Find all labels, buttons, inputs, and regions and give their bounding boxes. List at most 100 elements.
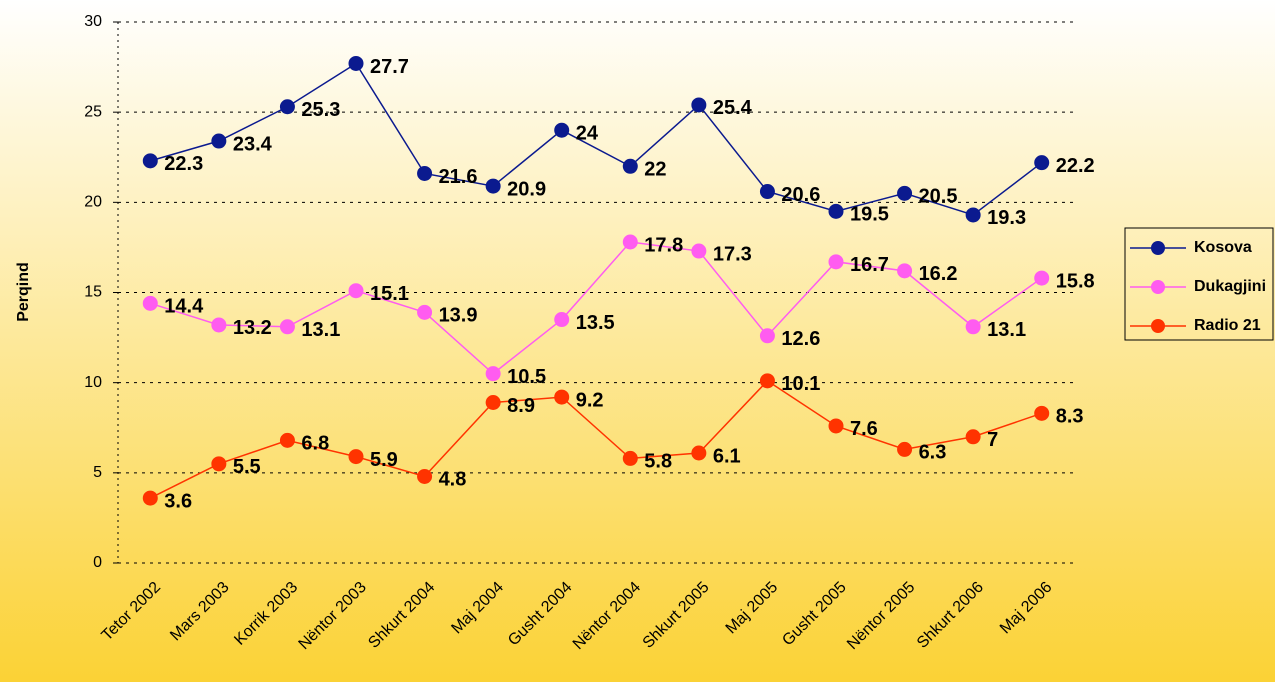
data-label: 25.3 <box>301 99 340 121</box>
marker <box>1034 270 1050 286</box>
marker <box>622 158 638 174</box>
data-label: 13.2 <box>233 317 272 339</box>
marker <box>828 254 844 270</box>
marker <box>691 445 707 461</box>
data-label: 5.9 <box>370 449 398 471</box>
legend-label: Radio 21 <box>1194 317 1261 334</box>
data-label: 7.6 <box>850 418 878 440</box>
y-tick-label: 20 <box>84 194 102 211</box>
marker <box>279 432 295 448</box>
legend-label: Dukagjini <box>1194 278 1266 295</box>
marker <box>1034 155 1050 171</box>
marker <box>1034 405 1050 421</box>
data-label: 19.3 <box>987 207 1026 229</box>
data-label: 8.9 <box>507 395 535 417</box>
data-label: 16.7 <box>850 254 889 276</box>
marker <box>691 243 707 259</box>
marker <box>348 449 364 465</box>
data-label: 3.6 <box>164 490 192 512</box>
marker <box>759 373 775 389</box>
marker <box>279 319 295 335</box>
marker <box>759 328 775 344</box>
data-label: 13.9 <box>439 305 478 327</box>
data-label: 4.8 <box>439 469 467 491</box>
marker <box>211 317 227 333</box>
marker <box>211 133 227 149</box>
data-label: 23.4 <box>233 133 273 155</box>
marker <box>897 441 913 457</box>
marker <box>279 99 295 115</box>
marker <box>965 207 981 223</box>
data-label: 6.1 <box>713 445 741 467</box>
data-label: 22.2 <box>1056 155 1095 177</box>
y-tick-label: 5 <box>93 464 102 481</box>
marker <box>142 153 158 169</box>
marker <box>897 263 913 279</box>
data-label: 17.3 <box>713 243 752 265</box>
data-label: 10.1 <box>781 373 820 395</box>
legend-label: Kosova <box>1194 239 1252 256</box>
data-label: 6.8 <box>301 433 329 455</box>
data-label: 14.4 <box>164 296 204 318</box>
y-tick-label: 25 <box>84 103 102 120</box>
marker <box>417 468 433 484</box>
data-label: 27.7 <box>370 56 409 78</box>
marker <box>348 55 364 71</box>
data-label: 7 <box>987 429 998 451</box>
data-label: 13.1 <box>987 319 1026 341</box>
series-line <box>149 379 1042 499</box>
marker <box>554 312 570 328</box>
marker <box>554 389 570 405</box>
y-tick-label: 30 <box>84 13 102 30</box>
data-label: 16.2 <box>919 263 958 285</box>
legend-box <box>1124 227 1274 341</box>
marker <box>622 450 638 466</box>
legend-marker <box>1151 280 1165 294</box>
marker <box>691 97 707 113</box>
marker <box>485 366 501 382</box>
marker <box>759 184 775 200</box>
data-label: 15.1 <box>370 283 409 305</box>
data-label: 6.3 <box>919 442 947 464</box>
marker <box>485 178 501 194</box>
marker <box>965 319 981 335</box>
marker <box>828 418 844 434</box>
marker <box>142 295 158 311</box>
data-label: 13.1 <box>301 319 340 341</box>
series-line <box>150 241 1043 375</box>
y-axis-label: Perqind <box>15 262 32 322</box>
y-tick-label: 10 <box>84 374 102 391</box>
data-label: 20.9 <box>507 178 546 200</box>
marker <box>211 456 227 472</box>
data-label: 20.5 <box>919 186 958 208</box>
data-label: 21.6 <box>439 166 478 188</box>
data-label: 5.8 <box>644 451 672 473</box>
data-label: 5.5 <box>233 456 261 478</box>
data-label: 9.2 <box>576 389 604 411</box>
data-label: 15.8 <box>1056 270 1095 292</box>
marker <box>348 283 364 299</box>
marker <box>417 304 433 320</box>
y-tick-label: 15 <box>84 284 102 301</box>
legend-marker <box>1151 241 1165 255</box>
data-label: 24 <box>576 122 599 144</box>
marker <box>417 165 433 181</box>
marker <box>485 395 501 411</box>
data-label: 17.8 <box>644 234 683 256</box>
data-label: 10.5 <box>507 366 546 388</box>
y-tick-label: 0 <box>93 554 102 571</box>
marker <box>622 234 638 250</box>
data-label: 19.5 <box>850 204 889 226</box>
marker <box>142 490 158 506</box>
data-label: 22.3 <box>164 153 203 175</box>
marker <box>897 185 913 201</box>
legend-marker <box>1151 319 1165 333</box>
marker <box>965 429 981 445</box>
data-label: 13.5 <box>576 312 615 334</box>
data-label: 22 <box>644 159 666 181</box>
data-label: 20.6 <box>781 184 820 206</box>
data-label: 12.6 <box>781 328 820 350</box>
marker <box>828 203 844 219</box>
